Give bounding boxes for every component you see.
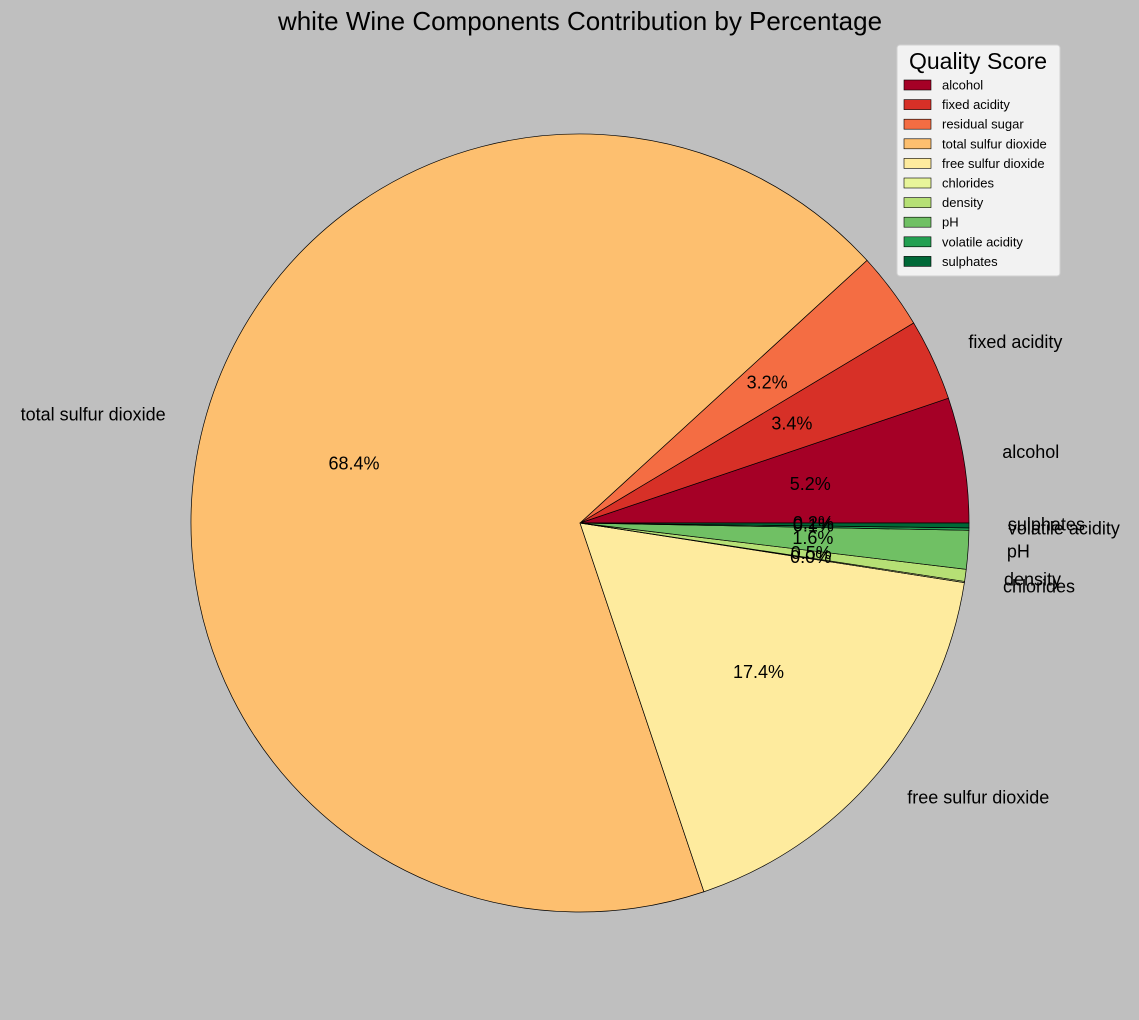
slice-label-density: density [1004,569,1061,589]
slice-label-free-sulfur-dioxide: free sulfur dioxide [907,787,1049,807]
legend-swatch-residual-sugar [903,118,932,130]
legend-title: Quality Score [909,48,1047,74]
legend-label-alcohol: alcohol [942,78,983,93]
slice-percent-sulphates: 0.2% [793,513,834,533]
legend-swatch-fixed-acidity [903,99,932,110]
legend-box [896,44,1061,277]
slice-percent-ph: 1.6% [792,528,833,548]
slice-label-ph: pH [1007,541,1030,561]
legend-swatch-free-sulfur-dioxide [903,158,932,169]
legend-label-density: density [942,195,984,210]
legend-swatch-sulphates [903,256,932,267]
pie-slice-total-sulfur-dioxide [190,133,868,913]
legend-label-residual-sugar: residual sugar [942,117,1024,132]
legend-label-free-sulfur-dioxide: free sulfur dioxide [942,156,1045,171]
legend-label-total-sulfur-dioxide: total sulfur dioxide [942,136,1047,151]
legend-swatch-total-sulfur-dioxide [903,138,932,150]
slice-percent-fixed-acidity: 3.4% [771,414,812,434]
legend-swatch-chlorides [903,177,932,189]
legend-swatch-ph [903,216,932,228]
legend-label-volatile-acidity: volatile acidity [942,234,1023,249]
slice-percent-total-sulfur-dioxide: 68.4% [328,453,379,473]
slice-label-sulphates: sulphates [1008,514,1085,534]
slice-label-chlorides: chlorides [1003,577,1075,597]
legend-swatch-density [903,197,932,208]
legend: Quality Score alcohol fixed acidity residu… [896,44,1061,277]
slice-percent-chlorides: 0.0% [790,547,831,567]
slice-percent-volatile-acidity: 0.1% [793,515,834,535]
legend-swatch-alcohol [903,79,932,91]
pie-slice-free-sulfur-dioxide [579,522,965,893]
pie-slices [190,133,970,913]
slice-percent-alcohol: 5.2% [790,474,831,494]
slice-label-volatile-acidity: volatile acidity [1008,518,1120,538]
slice-label-fixed-acidity: fixed acidity [968,332,1062,352]
slice-percent-free-sulfur-dioxide: 17.4% [733,662,784,682]
legend-items: alcohol fixed acidity residual sugar total … [903,78,1047,269]
legend-label-fixed-acidity: fixed acidity [942,97,1010,112]
legend-label-ph: pH [942,215,959,230]
chart-title: white Wine Components Contribution by Pe… [277,6,882,36]
legend-label-chlorides: chlorides [942,176,995,191]
slice-label-alcohol: alcohol [1002,442,1059,462]
legend-label-sulphates: sulphates [942,254,998,269]
pie-slice-sulphates [579,522,970,529]
legend-swatch-volatile-acidity [903,236,932,248]
slice-label-total-sulfur-dioxide: total sulfur dioxide [21,405,166,425]
slice-percent-density: 0.5% [791,543,832,563]
slice-percent-residual-sugar: 3.2% [747,372,788,392]
